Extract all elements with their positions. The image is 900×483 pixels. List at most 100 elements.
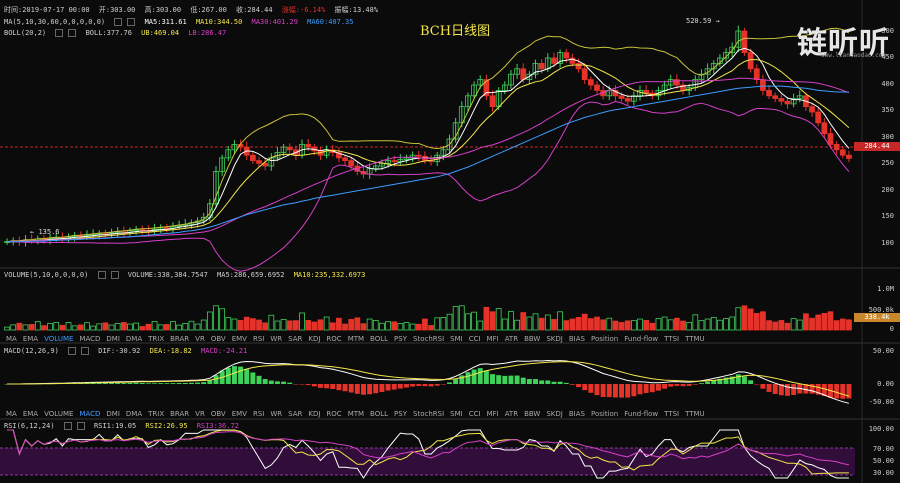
tab-wr[interactable]: WR <box>270 335 283 343</box>
tab-position[interactable]: Position <box>590 335 619 343</box>
close-icon[interactable] <box>127 18 136 26</box>
tab-obv[interactable]: OBV <box>210 335 226 343</box>
tab-kdj[interactable]: KDJ <box>308 410 321 418</box>
macd-histogram-bar <box>754 384 760 385</box>
tab-trix[interactable]: TRIX <box>148 335 165 343</box>
tab-rsi[interactable]: RSI <box>252 410 265 418</box>
tab-cci[interactable]: CCI <box>468 335 481 343</box>
close-icon[interactable] <box>81 347 90 355</box>
volume-bar <box>452 306 459 331</box>
tab-brar[interactable]: BRAR <box>170 410 190 418</box>
price-tick: 100 <box>881 239 894 247</box>
tab-psy[interactable]: PSY <box>394 410 407 418</box>
tab-bbw[interactable]: BBW <box>524 335 541 343</box>
tab-trix[interactable]: TRIX <box>148 410 165 418</box>
tab-fund-flow[interactable]: Fund-flow <box>624 410 659 418</box>
settings-icon[interactable] <box>55 29 64 37</box>
tab-obv[interactable]: OBV <box>210 410 226 418</box>
settings-icon[interactable] <box>97 271 106 279</box>
tab-position[interactable]: Position <box>590 410 619 418</box>
tab-roc[interactable]: ROC <box>326 410 342 418</box>
rsi1-line <box>7 429 849 479</box>
tab-ema[interactable]: EMA <box>22 410 39 418</box>
tab-boll[interactable]: BOLL <box>370 335 389 343</box>
tab-mtm[interactable]: MTM <box>347 410 365 418</box>
tab-ma[interactable]: MA <box>6 335 17 343</box>
tab-atr[interactable]: ATR <box>504 410 519 418</box>
tab-skdj[interactable]: SKDJ <box>546 335 563 343</box>
tab-ttmu[interactable]: TTMU <box>685 335 705 343</box>
macd-histogram-bar <box>545 380 551 384</box>
tab-dma[interactable]: DMA <box>125 410 143 418</box>
volume-bar <box>587 318 594 331</box>
settings-icon[interactable] <box>68 347 77 355</box>
macd-histogram-bar <box>649 384 655 393</box>
candle-body <box>698 73 705 80</box>
volume-bar <box>329 322 336 331</box>
tab-rsi[interactable]: RSI <box>252 335 265 343</box>
tab-fund-flow[interactable]: Fund-flow <box>624 335 659 343</box>
candle-body <box>514 68 520 75</box>
tab-ttsi[interactable]: TTSI <box>664 410 680 418</box>
tab-vr[interactable]: VR <box>195 335 205 343</box>
tab-dmi[interactable]: DMI <box>106 410 120 418</box>
info-change: 涨幅:-6.14% <box>281 6 326 14</box>
tab-brar[interactable]: BRAR <box>170 335 190 343</box>
tab-smi[interactable]: SMI <box>450 410 463 418</box>
tab-vr[interactable]: VR <box>195 410 205 418</box>
tab-bias[interactable]: BIAS <box>568 410 585 418</box>
tab-mfi[interactable]: MFI <box>486 335 499 343</box>
macd-histogram-bar <box>440 384 446 385</box>
tab-atr[interactable]: ATR <box>504 335 519 343</box>
candle-body <box>827 133 834 145</box>
price-tick: 300 <box>881 133 894 141</box>
close-icon[interactable] <box>110 271 119 279</box>
volume-bar <box>102 322 109 331</box>
macd-histogram-bar <box>551 381 557 384</box>
macd-histogram-bar <box>569 384 575 385</box>
tab-ma[interactable]: MA <box>6 410 17 418</box>
tab-stochrsi[interactable]: StochRSI <box>413 410 445 418</box>
settings-icon[interactable] <box>114 18 123 26</box>
macd-histogram-bar <box>846 384 852 399</box>
tab-boll[interactable]: BOLL <box>370 410 389 418</box>
close-icon[interactable] <box>76 422 85 430</box>
tab-dmi[interactable]: DMI <box>106 335 120 343</box>
settings-icon[interactable] <box>63 422 72 430</box>
candle-body <box>624 98 631 102</box>
tab-ttmu[interactable]: TTMU <box>685 410 705 418</box>
tab-psy[interactable]: PSY <box>394 335 407 343</box>
close-icon[interactable] <box>68 29 77 37</box>
tab-macd[interactable]: MACD <box>79 335 101 343</box>
tab-skdj[interactable]: SKDJ <box>546 410 563 418</box>
tab-emv[interactable]: EMV <box>231 410 247 418</box>
tab-sar[interactable]: SAR <box>288 410 303 418</box>
volume-bar <box>686 322 693 331</box>
volume-bar <box>176 324 183 331</box>
tab-volume[interactable]: VOLUME <box>44 410 74 418</box>
tab-stochrsi[interactable]: StochRSI <box>413 335 445 343</box>
tab-mtm[interactable]: MTM <box>347 335 365 343</box>
volume-bar <box>581 313 588 331</box>
tab-sar[interactable]: SAR <box>288 335 303 343</box>
tab-mfi[interactable]: MFI <box>486 410 499 418</box>
tab-macd[interactable]: MACD <box>79 410 101 418</box>
tab-bbw[interactable]: BBW <box>524 410 541 418</box>
tab-ttsi[interactable]: TTSI <box>664 335 680 343</box>
candle-body <box>348 160 355 167</box>
tab-bias[interactable]: BIAS <box>568 335 585 343</box>
tab-wr[interactable]: WR <box>270 410 283 418</box>
tab-ema[interactable]: EMA <box>22 335 39 343</box>
tab-dma[interactable]: DMA <box>125 335 143 343</box>
tab-smi[interactable]: SMI <box>450 335 463 343</box>
macd-histogram-bar <box>170 383 176 384</box>
tab-emv[interactable]: EMV <box>231 335 247 343</box>
tab-kdj[interactable]: KDJ <box>308 335 321 343</box>
candle-body <box>839 149 846 156</box>
macd-histogram-bar <box>692 384 698 385</box>
volume-bar <box>710 317 717 331</box>
candle-body <box>280 146 287 153</box>
tab-cci[interactable]: CCI <box>468 410 481 418</box>
tab-volume[interactable]: VOLUME <box>44 335 74 343</box>
tab-roc[interactable]: ROC <box>326 335 342 343</box>
